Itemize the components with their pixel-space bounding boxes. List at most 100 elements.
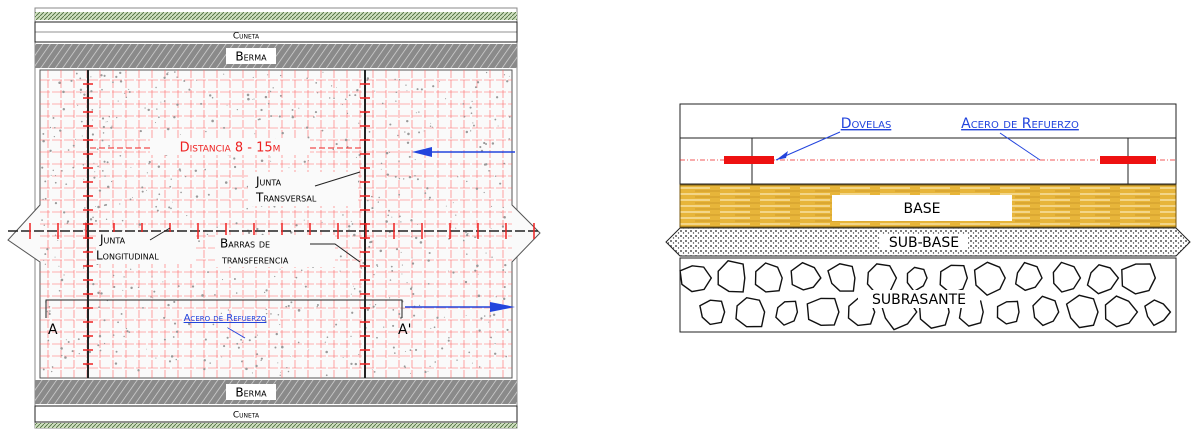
speck <box>456 359 457 360</box>
speck <box>407 90 408 91</box>
speck <box>276 333 278 335</box>
speck <box>78 338 80 340</box>
joint-label: Junta <box>255 175 282 189</box>
speck <box>495 331 496 332</box>
speck <box>466 181 467 182</box>
speck <box>180 192 182 194</box>
speck <box>65 183 67 185</box>
speck <box>457 176 458 177</box>
speck <box>83 164 85 166</box>
speck <box>404 131 405 132</box>
speck <box>167 304 169 306</box>
speck <box>351 294 352 295</box>
speck <box>255 365 257 367</box>
sub-base-label: SUB-BASE <box>889 235 959 251</box>
speck <box>47 340 49 342</box>
speck <box>106 219 107 220</box>
speck <box>72 350 74 352</box>
speck <box>227 327 228 328</box>
speck <box>401 273 402 274</box>
speck <box>354 288 356 290</box>
speck <box>418 131 420 133</box>
speck <box>216 227 217 228</box>
speck <box>95 206 96 207</box>
speck <box>176 77 177 78</box>
speck <box>115 362 117 364</box>
speck <box>234 278 236 280</box>
speck <box>306 77 308 79</box>
speck <box>44 180 46 182</box>
speck <box>53 117 55 119</box>
speck <box>42 140 45 143</box>
speck <box>236 292 238 294</box>
speck <box>158 116 160 118</box>
speck <box>115 76 117 78</box>
speck <box>267 74 268 75</box>
speck <box>155 87 156 88</box>
speck <box>97 344 99 346</box>
speck <box>254 133 255 134</box>
speck <box>180 134 181 135</box>
speck <box>234 166 236 168</box>
speck <box>237 109 238 110</box>
speck <box>130 287 132 289</box>
speck <box>468 352 470 354</box>
speck <box>120 80 122 82</box>
speck <box>347 146 349 148</box>
speck <box>411 236 412 237</box>
speck <box>104 175 105 176</box>
speck <box>209 94 211 96</box>
speck <box>350 363 352 365</box>
speck <box>308 160 309 161</box>
speck <box>212 97 214 99</box>
speck <box>63 108 65 110</box>
speck <box>382 103 384 105</box>
speck <box>308 349 309 350</box>
speck <box>183 80 185 82</box>
speck <box>265 96 267 98</box>
speck <box>42 199 43 200</box>
speck <box>479 366 481 368</box>
speck <box>113 334 115 336</box>
speck <box>93 177 95 179</box>
speck <box>92 120 93 121</box>
speck <box>100 74 102 76</box>
speck <box>288 305 290 307</box>
speck <box>106 122 107 123</box>
speck <box>118 101 119 102</box>
speck <box>162 281 163 282</box>
speck <box>406 120 408 122</box>
speck <box>261 160 264 163</box>
speck <box>176 331 178 333</box>
speck <box>49 150 51 152</box>
speck <box>501 212 502 213</box>
speck <box>228 309 229 310</box>
speck <box>410 349 412 351</box>
speck <box>373 306 375 308</box>
speck <box>367 200 368 201</box>
speck <box>483 142 485 144</box>
speck <box>407 133 410 136</box>
speck <box>204 169 206 171</box>
speck <box>103 126 105 128</box>
speck <box>504 264 506 266</box>
speck <box>419 305 420 306</box>
speck <box>407 142 409 144</box>
speck <box>268 103 270 105</box>
speck <box>116 351 118 353</box>
speck <box>342 104 343 105</box>
speck <box>463 103 465 105</box>
speck <box>280 95 282 97</box>
speck <box>253 99 254 100</box>
speck <box>75 139 76 140</box>
dowels-label: Dovelas <box>841 116 892 132</box>
speck <box>128 89 129 90</box>
speck <box>470 107 472 109</box>
cuneta-label: Cuneta <box>233 32 260 42</box>
speck <box>490 337 492 339</box>
speck <box>204 359 206 361</box>
speck <box>345 98 347 100</box>
speck <box>240 339 242 341</box>
speck <box>439 81 440 82</box>
speck <box>95 220 97 222</box>
